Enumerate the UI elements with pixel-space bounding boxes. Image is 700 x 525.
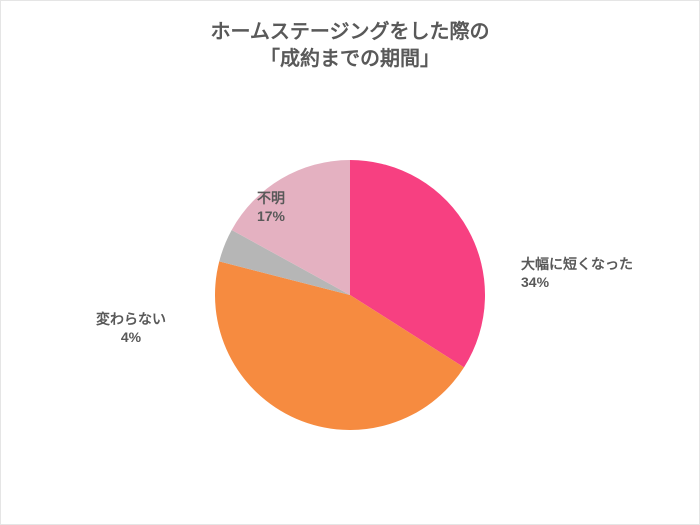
pie-chart: [215, 160, 485, 430]
chart-title-line1: ホームステージングをした際の: [1, 19, 699, 46]
pie-label: 変わらない 4%: [96, 311, 166, 346]
pie-label: 大幅に短くなった 34%: [521, 256, 633, 291]
pie-label-text: 大幅に短くなった: [521, 256, 633, 272]
pie-label-text: 不明: [257, 190, 285, 206]
pie-label-pct: 34%: [521, 274, 633, 292]
chart-stage: 大幅に短くなった34%少し短くなった45%変わらない4%不明17%: [1, 86, 699, 504]
pie-label: 不明 17%: [257, 190, 285, 225]
pie-wrap: [215, 160, 485, 430]
pie-label-text: 変わらない: [96, 311, 166, 327]
pie-label-pct: 4%: [96, 329, 166, 347]
pie-label-pct: 17%: [257, 208, 285, 226]
chart-title-line2: 「成約までの期間」: [1, 46, 699, 73]
chart-title: ホームステージングをした際の 「成約までの期間」: [1, 19, 699, 73]
chart-card: { "title": { "line1": "ホームステージングをした際の", …: [0, 0, 700, 525]
